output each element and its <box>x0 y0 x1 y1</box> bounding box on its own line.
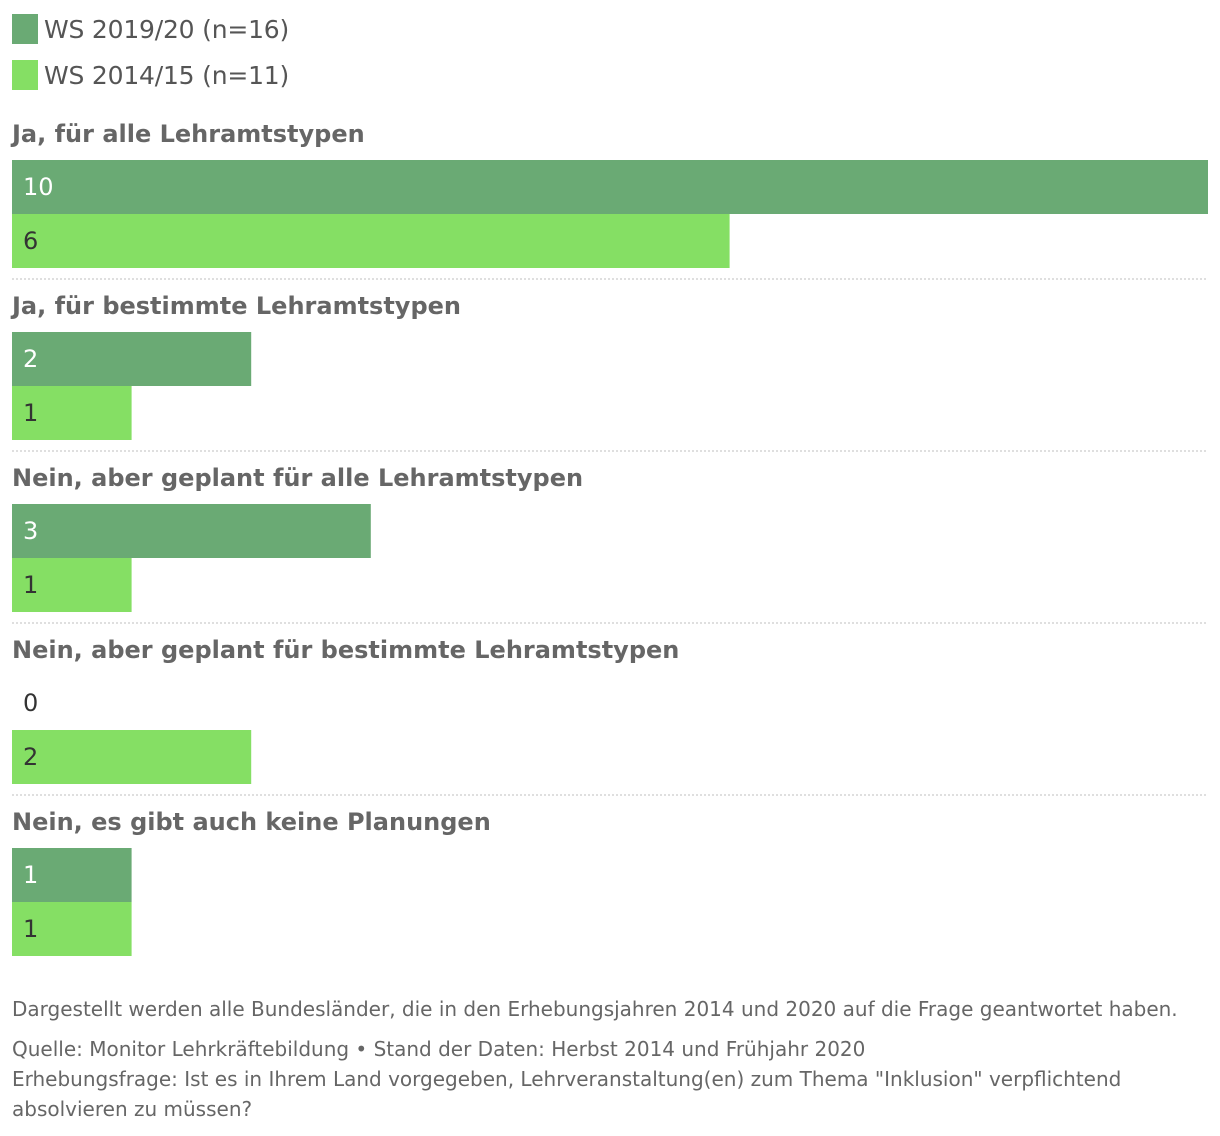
category-label-nein-es-gibt-auch-keine-planungen: Nein, es gibt auch keine Planungen <box>12 808 491 836</box>
category-label-ja-fuer-bestimmte-lehramtstypen: Ja, für bestimmte Lehramtstypen <box>10 292 461 320</box>
chart-description: Dargestellt werden alle Bundesländer, di… <box>12 997 1178 1021</box>
bar-ja-fuer-bestimmte-lehramtstypen-ws-2014-15 <box>12 386 132 440</box>
chart-notes: Dargestellt werden alle Bundesländer, di… <box>12 994 1208 1124</box>
bar-value-label-nein-aber-geplant-fuer-alle-lehramtstypen-ws-2019-20: 3 <box>23 517 38 545</box>
bar-value-label-nein-es-gibt-auch-keine-planungen-ws-2014-15: 1 <box>23 915 38 943</box>
legend-swatch-ws-2019-20 <box>12 14 38 44</box>
bar-ja-fuer-alle-lehramtstypen-ws-2014-15 <box>12 214 730 268</box>
bar-nein-aber-geplant-fuer-alle-lehramtstypen-ws-2014-15 <box>12 558 132 612</box>
bar-value-label-ja-fuer-alle-lehramtstypen-ws-2019-20: 10 <box>23 173 54 201</box>
legend-swatch-ws-2014-15 <box>12 60 38 90</box>
category-label-nein-aber-geplant-fuer-alle-lehramtstypen: Nein, aber geplant für alle Lehramtstype… <box>12 464 583 492</box>
survey-question: Erhebungsfrage: Ist es in Ihrem Land vor… <box>12 1067 1122 1121</box>
bar-nein-aber-geplant-fuer-bestimmte-lehramtstypen-ws-2014-15 <box>12 730 252 784</box>
legend-item-ws-2014-15: WS 2014/15 (n=11) <box>12 58 289 92</box>
bar-value-label-ja-fuer-bestimmte-lehramtstypen-ws-2014-15: 1 <box>23 399 38 427</box>
legend-label-ws-2014-15: WS 2014/15 (n=11) <box>44 60 290 90</box>
bar-value-label-nein-aber-geplant-fuer-alle-lehramtstypen-ws-2014-15: 1 <box>23 571 38 599</box>
legend-label-ws-2019-20: WS 2019/20 (n=16) <box>44 14 290 44</box>
category-label-ja-fuer-alle-lehramtstypen: Ja, für alle Lehramtstypen <box>10 120 365 148</box>
legend-item-ws-2019-20: WS 2019/20 (n=16) <box>12 12 289 46</box>
bar-nein-es-gibt-auch-keine-planungen-ws-2014-15 <box>12 902 132 956</box>
bar-nein-es-gibt-auch-keine-planungen-ws-2019-20 <box>12 848 132 902</box>
bar-value-label-nein-aber-geplant-fuer-bestimmte-lehramtstypen-ws-2019-20: 0 <box>23 689 38 717</box>
bar-ja-fuer-bestimmte-lehramtstypen-ws-2019-20 <box>12 332 252 386</box>
category-label-nein-aber-geplant-fuer-bestimmte-lehramtstypen: Nein, aber geplant für bestimmte Lehramt… <box>12 636 679 664</box>
bar-value-label-nein-es-gibt-auch-keine-planungen-ws-2019-20: 1 <box>23 861 38 889</box>
legend: WS 2019/20 (n=16) WS 2014/15 (n=11) <box>12 12 289 104</box>
chart-source: Quelle: Monitor Lehrkräftebildung • Stan… <box>12 1037 866 1061</box>
bar-ja-fuer-alle-lehramtstypen-ws-2019-20 <box>12 160 1208 214</box>
bar-value-label-ja-fuer-alle-lehramtstypen-ws-2014-15: 6 <box>23 227 38 255</box>
bar-nein-aber-geplant-fuer-alle-lehramtstypen-ws-2019-20 <box>12 504 371 558</box>
bar-value-label-ja-fuer-bestimmte-lehramtstypen-ws-2019-20: 2 <box>23 345 38 373</box>
bar-value-label-nein-aber-geplant-fuer-bestimmte-lehramtstypen-ws-2014-15: 2 <box>23 743 38 771</box>
